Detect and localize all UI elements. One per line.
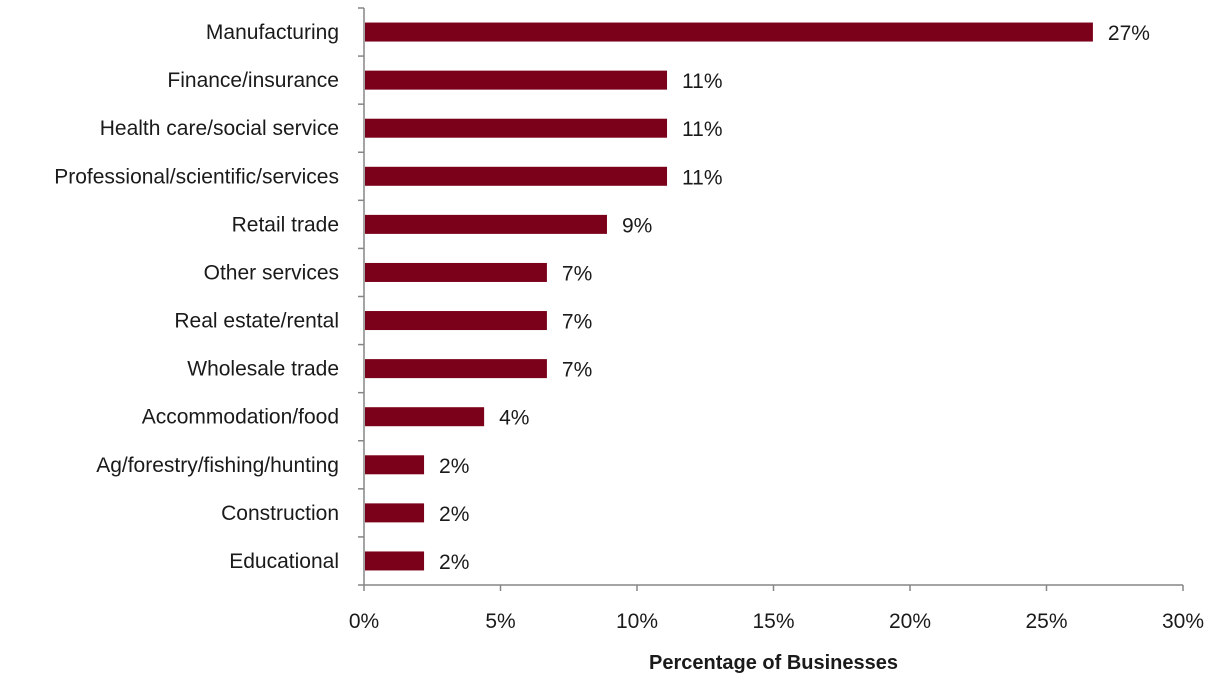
category-label: Manufacturing [206,21,339,44]
x-axis-title: Percentage of Businesses [649,652,898,674]
bar [365,455,425,475]
category-label: Accommodation/food [142,406,339,429]
data-label: 4% [499,407,529,430]
bar [365,407,485,427]
x-tick-label: 0% [349,610,379,633]
category-label: Health care/social service [100,117,339,140]
x-tick-label: 30% [1162,610,1204,633]
x-tick-label: 25% [1025,610,1067,633]
category-label: Educational [229,550,339,573]
bar [365,503,425,523]
data-label: 2% [439,503,469,526]
x-tick-label: 15% [752,610,794,633]
data-label: 9% [622,214,652,237]
category-label: Construction [221,502,339,525]
category-label: Wholesale trade [187,358,339,381]
data-label: 11% [682,70,722,93]
bar [365,22,1093,42]
bar [365,118,668,138]
category-label: Finance/insurance [167,69,339,92]
x-tick-label: 5% [485,610,515,633]
data-label: 2% [439,455,469,478]
bar [365,70,668,90]
x-ticks-group: 0% 5% 10% 15% 20% 25% 30% [349,7,1204,633]
category-label: Real estate/rental [174,310,339,333]
bars-group [365,22,1093,571]
data-labels-group: 27% 11% 11% 11% 9% 7% 7% 7% 4% 2% 2% 2% [439,22,1150,574]
bar [365,214,607,234]
bar [365,359,547,379]
data-label: 11% [682,166,722,189]
data-label: 27% [1108,22,1150,45]
bar [365,551,425,571]
data-label: 7% [562,311,592,334]
x-tick-label: 10% [616,610,658,633]
axes-group [363,8,1183,586]
bar [365,166,668,186]
category-labels-group: Manufacturing Finance/insurance Health car… [54,21,339,573]
data-label: 7% [562,359,592,382]
category-label: Retail trade [232,213,339,236]
bar [365,311,547,331]
category-label: Professional/scientific/services [54,165,339,188]
data-label: 7% [562,262,592,285]
category-label: Other services [204,261,339,284]
x-tick-label: 20% [889,610,931,633]
data-label: 11% [682,118,722,141]
category-label: Ag/forestry/fishing/hunting [96,454,339,477]
bar [365,262,547,282]
data-label: 2% [439,551,469,574]
